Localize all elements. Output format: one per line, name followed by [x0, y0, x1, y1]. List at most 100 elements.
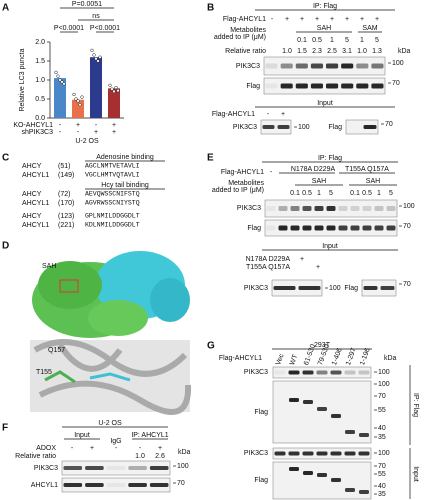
band [330, 451, 342, 456]
sequence: GPLNMILDDGGDLT [85, 213, 140, 220]
sign: - [115, 445, 118, 452]
band [314, 206, 324, 211]
sign: + [375, 16, 379, 23]
unit: kDa [178, 449, 191, 456]
band [262, 125, 275, 129]
y-tick-label: 1.0 [35, 77, 45, 84]
sign: - [267, 111, 270, 118]
significance: P<0.0001 [54, 25, 84, 32]
data-point [116, 88, 120, 93]
ratio: 3.1 [342, 48, 352, 55]
band [149, 466, 169, 470]
band [344, 451, 356, 456]
data-point [108, 83, 112, 87]
blot-label: PIK3C3 [237, 205, 261, 212]
blot-label: Flag [246, 83, 260, 90]
band [314, 225, 324, 231]
significance: ns [92, 13, 100, 20]
header: IP: Flag [313, 3, 337, 10]
row-label: KO-AHCYL1 [13, 122, 53, 129]
label: 70 [403, 281, 411, 288]
ratio: 1.5 [297, 48, 307, 55]
group: SAH [366, 178, 380, 185]
y-tick-label: 2.0 [35, 39, 45, 46]
band [302, 370, 314, 375]
lane-label: 1-297 [345, 347, 358, 366]
blot-label: Flag [254, 409, 268, 416]
band [317, 473, 327, 477]
row-label: Metabolites [230, 27, 266, 34]
protein: AHCY [22, 163, 42, 170]
band [63, 483, 83, 487]
band [356, 83, 369, 89]
sign: + [90, 445, 94, 452]
band [386, 225, 396, 231]
band [371, 63, 384, 69]
data-point [60, 80, 64, 84]
band [326, 225, 336, 231]
label: 70 [403, 223, 411, 230]
y-tick-label: 0.0 [35, 115, 45, 122]
blot-label: Flag [344, 285, 358, 292]
sign: + [316, 264, 320, 271]
data-point [114, 85, 118, 90]
position: (221) [58, 222, 74, 229]
blot [345, 119, 379, 135]
band [310, 63, 323, 69]
band [363, 125, 377, 129]
band [345, 488, 355, 492]
group: IP: AHCYL1 [131, 432, 168, 439]
sign: + [281, 111, 285, 118]
blot-label: Flag [247, 225, 261, 232]
ratio: 1.0 [135, 453, 145, 460]
band [362, 225, 372, 231]
structure-label: Q157 [48, 347, 65, 354]
band [326, 63, 339, 69]
label: 55 [378, 407, 386, 414]
structure-label: SAH [42, 263, 56, 270]
sign: + [94, 129, 98, 136]
band [85, 483, 104, 487]
label: 100 [298, 124, 310, 131]
label: 70 [385, 121, 393, 128]
header: 293T [314, 342, 331, 349]
band [380, 286, 395, 290]
blot [263, 56, 386, 76]
band [106, 483, 126, 487]
band [358, 370, 370, 375]
dose: 5 [375, 37, 379, 44]
group: IgG [110, 438, 121, 445]
label: 35 [378, 491, 386, 498]
motif-title: Adenosine binding [96, 154, 154, 161]
sign: + [285, 16, 289, 23]
sequence: AGVRWSSCNIYSTQ [85, 200, 140, 207]
band [345, 430, 355, 434]
band [363, 286, 378, 290]
panel-label: B [207, 3, 214, 14]
header: IP: Flag [318, 155, 342, 162]
band [289, 467, 299, 471]
band [265, 83, 278, 89]
panel-label: C [2, 153, 9, 164]
band [316, 370, 328, 375]
lane-label: WT [289, 353, 300, 366]
dose: 0.1 [350, 190, 360, 197]
row-label: added to IP (μM) [214, 34, 266, 41]
band [359, 433, 369, 437]
dose: 1 [317, 190, 321, 197]
position: (149) [58, 172, 74, 179]
label: 40 [378, 425, 386, 432]
band [331, 478, 341, 482]
motif-title: Hcy tail binding [101, 182, 149, 189]
band [128, 466, 147, 470]
row-label: N178A D229A [246, 256, 291, 263]
row-label: ADOX [36, 445, 56, 452]
structure-label: T155 [36, 369, 52, 376]
band [359, 490, 369, 494]
band [280, 63, 293, 69]
blot [361, 279, 397, 297]
sign: + [112, 122, 116, 129]
band [350, 225, 360, 231]
label: 100 [392, 60, 404, 67]
blot-label: PIK3C3 [244, 285, 268, 292]
